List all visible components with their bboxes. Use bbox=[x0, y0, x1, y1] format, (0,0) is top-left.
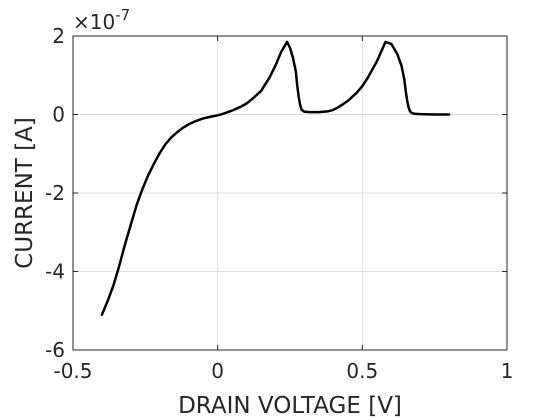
y-exponent: -7 bbox=[115, 6, 130, 24]
series-layer bbox=[100, 40, 451, 316]
y-tick-label: -6 bbox=[45, 338, 65, 362]
grid-layer bbox=[72, 35, 508, 351]
x-tick-label: 1 bbox=[501, 359, 514, 383]
y-tick-label: -2 bbox=[45, 181, 65, 205]
y-axis-title: CURRENT [A] bbox=[12, 117, 38, 269]
x-tick-label: -0.5 bbox=[53, 359, 92, 383]
series-line bbox=[100, 40, 451, 316]
tick-labels-layer: -0.5 0 0.5 1 -6 -4 -2 0 2 bbox=[45, 24, 513, 383]
x-tick-label: 0 bbox=[211, 359, 224, 383]
y-tick-label: -4 bbox=[45, 260, 65, 284]
y-tick-label: 0 bbox=[52, 103, 65, 127]
plot-frame bbox=[72, 35, 508, 351]
x-axis-title: DRAIN VOLTAGE [V] bbox=[178, 393, 402, 419]
x-tick-label: 0.5 bbox=[346, 359, 378, 383]
y-exponent-label: ×10-7 bbox=[73, 6, 130, 34]
y-tick-label: 2 bbox=[52, 24, 65, 48]
y-multiplier: ×10 bbox=[73, 10, 115, 34]
